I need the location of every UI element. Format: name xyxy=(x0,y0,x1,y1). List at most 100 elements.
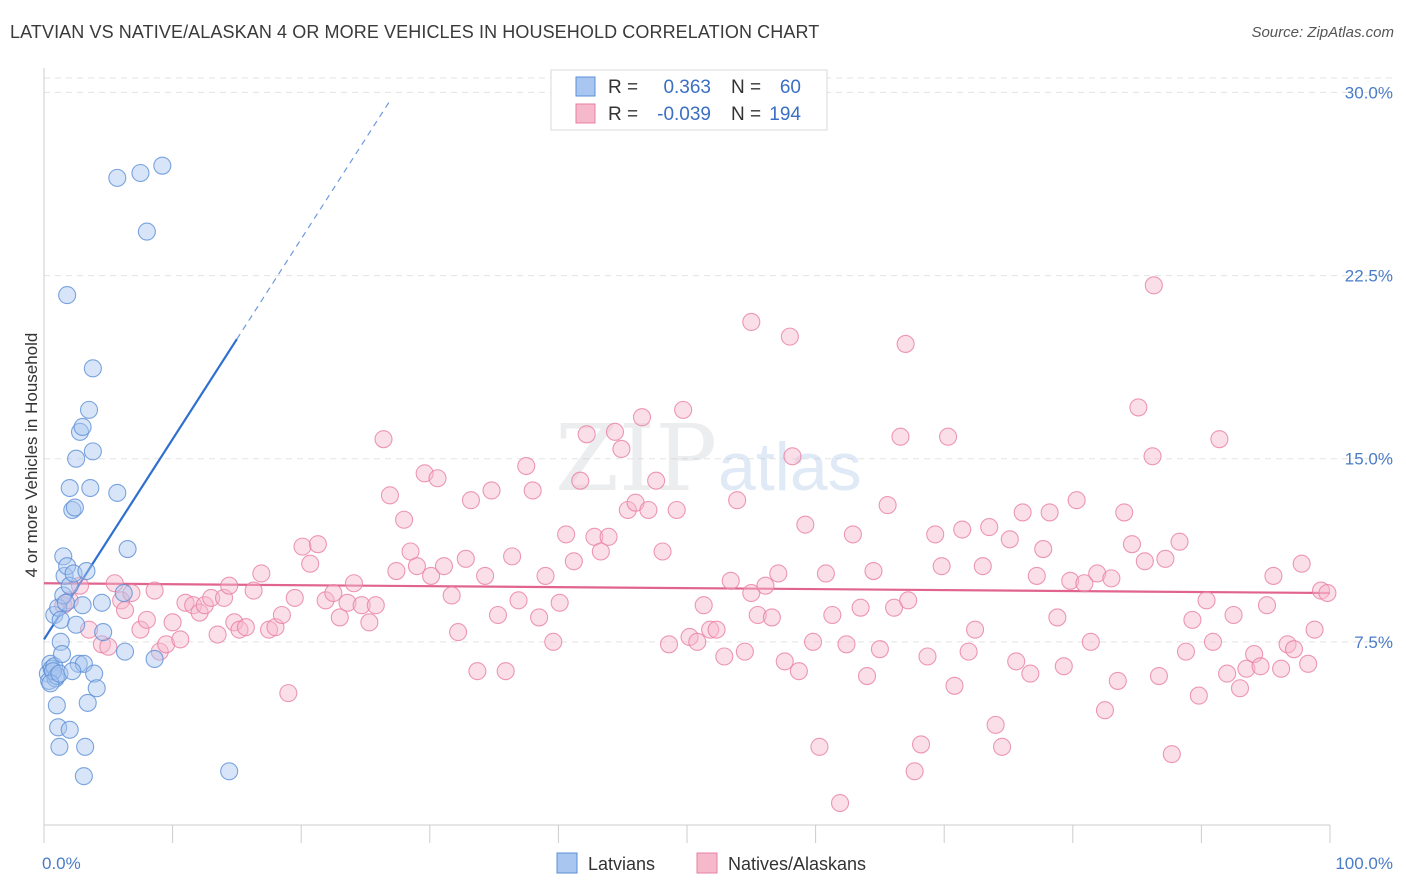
native-point-46 xyxy=(374,430,393,449)
native-point-98 xyxy=(728,491,747,510)
native-point-96 xyxy=(715,647,734,666)
native-point-90 xyxy=(674,400,693,419)
native-point-28 xyxy=(244,581,263,600)
legend-n-label-2: N = xyxy=(731,104,761,125)
native-point-55 xyxy=(434,557,453,576)
latvian-point-26 xyxy=(65,498,84,517)
native-point-27 xyxy=(236,618,255,637)
native-point-101 xyxy=(748,605,767,625)
latvian-point-43 xyxy=(77,561,96,581)
native-point-74 xyxy=(564,552,583,571)
legend-n-label-1: N = xyxy=(731,77,761,98)
native-point-85 xyxy=(639,500,658,520)
native-point-56 xyxy=(442,586,461,605)
bottom-legend-natives: Natives/Alaskans xyxy=(728,854,866,874)
x-tick-label-1: 100.0% xyxy=(1335,854,1393,873)
native-point-107 xyxy=(789,662,808,681)
native-point-185 xyxy=(1318,583,1337,603)
native-point-15 xyxy=(163,613,182,632)
latvian-point-38 xyxy=(60,720,79,739)
native-point-131 xyxy=(953,520,972,539)
native-point-82 xyxy=(618,500,637,520)
native-point-64 xyxy=(496,662,515,681)
native-point-177 xyxy=(1264,566,1283,585)
watermark: ZIP atlas xyxy=(555,405,862,512)
latvian-point-50 xyxy=(114,583,133,603)
latvian-point-47 xyxy=(94,623,113,642)
latvian-point-44 xyxy=(85,664,104,683)
native-point-142 xyxy=(1027,566,1046,585)
native-point-138 xyxy=(1000,530,1019,549)
legend-swatch-natives xyxy=(575,103,596,124)
latvian-point-28 xyxy=(70,422,90,441)
native-point-143 xyxy=(1034,540,1053,559)
native-point-133 xyxy=(966,620,985,639)
latvian-point-15 xyxy=(51,610,70,629)
native-point-86 xyxy=(647,471,666,490)
native-point-73 xyxy=(557,525,576,544)
native-point-178 xyxy=(1272,659,1291,678)
latvian-point-13 xyxy=(54,586,73,605)
native-point-108 xyxy=(796,515,815,534)
latvian-point-29 xyxy=(73,417,92,437)
native-point-172 xyxy=(1230,679,1250,698)
native-point-111 xyxy=(816,564,835,583)
native-point-41 xyxy=(338,593,357,612)
gridlines xyxy=(44,77,1393,643)
native-point-123 xyxy=(899,591,918,610)
native-point-102 xyxy=(756,576,775,595)
native-point-65 xyxy=(503,547,522,566)
native-point-106 xyxy=(783,447,802,466)
native-point-60 xyxy=(468,662,487,681)
data-points xyxy=(38,156,1337,813)
native-point-129 xyxy=(939,427,958,446)
native-point-62 xyxy=(482,481,501,500)
native-point-33 xyxy=(279,684,298,703)
native-point-119 xyxy=(870,640,889,659)
native-point-158 xyxy=(1135,552,1154,571)
native-point-171 xyxy=(1224,605,1243,625)
native-point-95 xyxy=(707,620,726,639)
watermark-atlas: atlas xyxy=(718,429,862,505)
native-point-40 xyxy=(330,608,349,627)
latvian-point-17 xyxy=(47,696,66,715)
native-point-153 xyxy=(1102,569,1121,588)
latvian-point-19 xyxy=(49,718,68,737)
native-point-29 xyxy=(252,564,271,583)
native-point-38 xyxy=(316,591,335,610)
native-point-118 xyxy=(864,561,883,581)
native-point-100 xyxy=(742,583,761,603)
native-point-47 xyxy=(380,486,399,505)
native-point-146 xyxy=(1054,657,1073,676)
native-point-157 xyxy=(1129,398,1148,417)
native-point-141 xyxy=(1021,664,1040,683)
native-point-155 xyxy=(1115,503,1134,522)
native-point-88 xyxy=(659,635,679,654)
chart-title: LATVIAN VS NATIVE/ALASKAN 4 OR MORE VEHI… xyxy=(10,22,820,42)
native-point-122 xyxy=(891,427,910,446)
native-point-114 xyxy=(837,635,856,654)
native-point-148 xyxy=(1067,491,1086,510)
native-point-134 xyxy=(973,557,992,576)
native-point-37 xyxy=(308,535,327,554)
tick-labels: 7.5% 15.0% 22.5% 30.0% 0.0% 100.0% xyxy=(42,83,1393,873)
bottom-legend-latvians: Latvians xyxy=(588,854,655,874)
native-point-42 xyxy=(344,574,363,593)
native-point-71 xyxy=(544,632,563,651)
native-point-113 xyxy=(830,793,850,813)
native-point-70 xyxy=(536,566,555,585)
latvian-point-52 xyxy=(145,649,164,668)
y-tick-label-3: 30.0% xyxy=(1345,83,1393,102)
latvian-point-30 xyxy=(79,400,99,419)
native-point-67 xyxy=(517,456,536,476)
native-point-125 xyxy=(912,735,931,754)
native-point-92 xyxy=(688,632,707,651)
native-point-48 xyxy=(387,561,406,581)
native-point-11 xyxy=(137,610,156,629)
y-tick-label-1: 15.0% xyxy=(1345,450,1393,469)
native-point-12 xyxy=(145,581,164,600)
legend-r-value-1: 0.363 xyxy=(663,77,711,98)
source-label: Source: ZipAtlas.com xyxy=(1251,24,1394,41)
native-point-159 xyxy=(1143,447,1162,466)
